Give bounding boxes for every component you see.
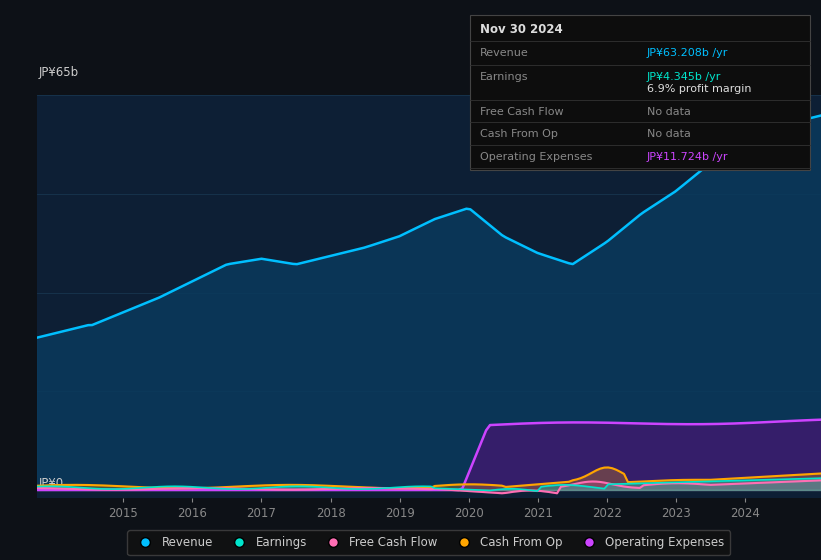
Text: Cash From Op: Cash From Op [479, 129, 557, 139]
Text: Nov 30 2024: Nov 30 2024 [479, 23, 562, 36]
Text: Operating Expenses: Operating Expenses [479, 152, 592, 162]
Text: 6.9% profit margin: 6.9% profit margin [647, 84, 751, 94]
Text: No data: No data [647, 129, 690, 139]
Legend: Revenue, Earnings, Free Cash Flow, Cash From Op, Operating Expenses: Revenue, Earnings, Free Cash Flow, Cash … [127, 530, 731, 555]
Text: Earnings: Earnings [479, 72, 529, 82]
Text: No data: No data [647, 106, 690, 116]
Text: Revenue: Revenue [479, 48, 529, 58]
Text: JP¥65b: JP¥65b [39, 66, 79, 79]
Text: JP¥0: JP¥0 [39, 477, 64, 491]
Text: JP¥4.345b /yr: JP¥4.345b /yr [647, 72, 721, 82]
Text: JP¥11.724b /yr: JP¥11.724b /yr [647, 152, 728, 162]
Text: Free Cash Flow: Free Cash Flow [479, 106, 563, 116]
Text: JP¥63.208b /yr: JP¥63.208b /yr [647, 48, 728, 58]
